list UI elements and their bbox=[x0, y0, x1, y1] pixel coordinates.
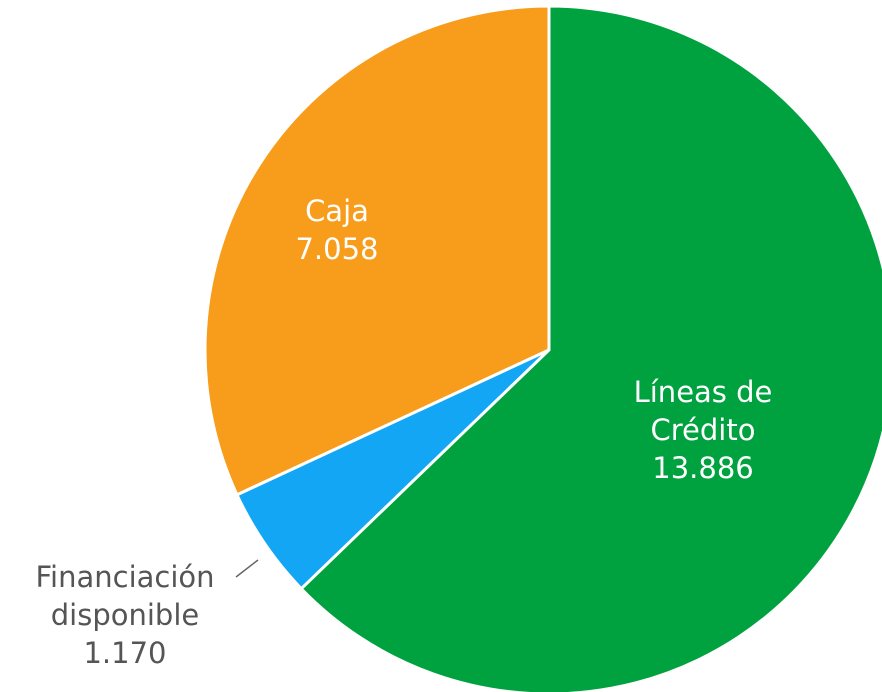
slice-label: Líneas de Crédito 13.886 bbox=[608, 373, 798, 487]
pie-slice bbox=[203, 4, 551, 497]
slice-label: Caja 7.058 bbox=[262, 192, 412, 268]
value-label: 1.170 bbox=[83, 636, 167, 670]
pie-slice bbox=[299, 4, 882, 692]
category: Financiación disponible bbox=[35, 560, 215, 632]
value-label: 7.058 bbox=[295, 232, 379, 266]
category: Líneas de Crédito bbox=[633, 375, 773, 447]
leader-line bbox=[235, 559, 259, 578]
value-label: 13.886 bbox=[652, 451, 754, 485]
slice-label: Financiación disponible 1.170 bbox=[5, 558, 245, 672]
category: Caja bbox=[305, 194, 369, 228]
